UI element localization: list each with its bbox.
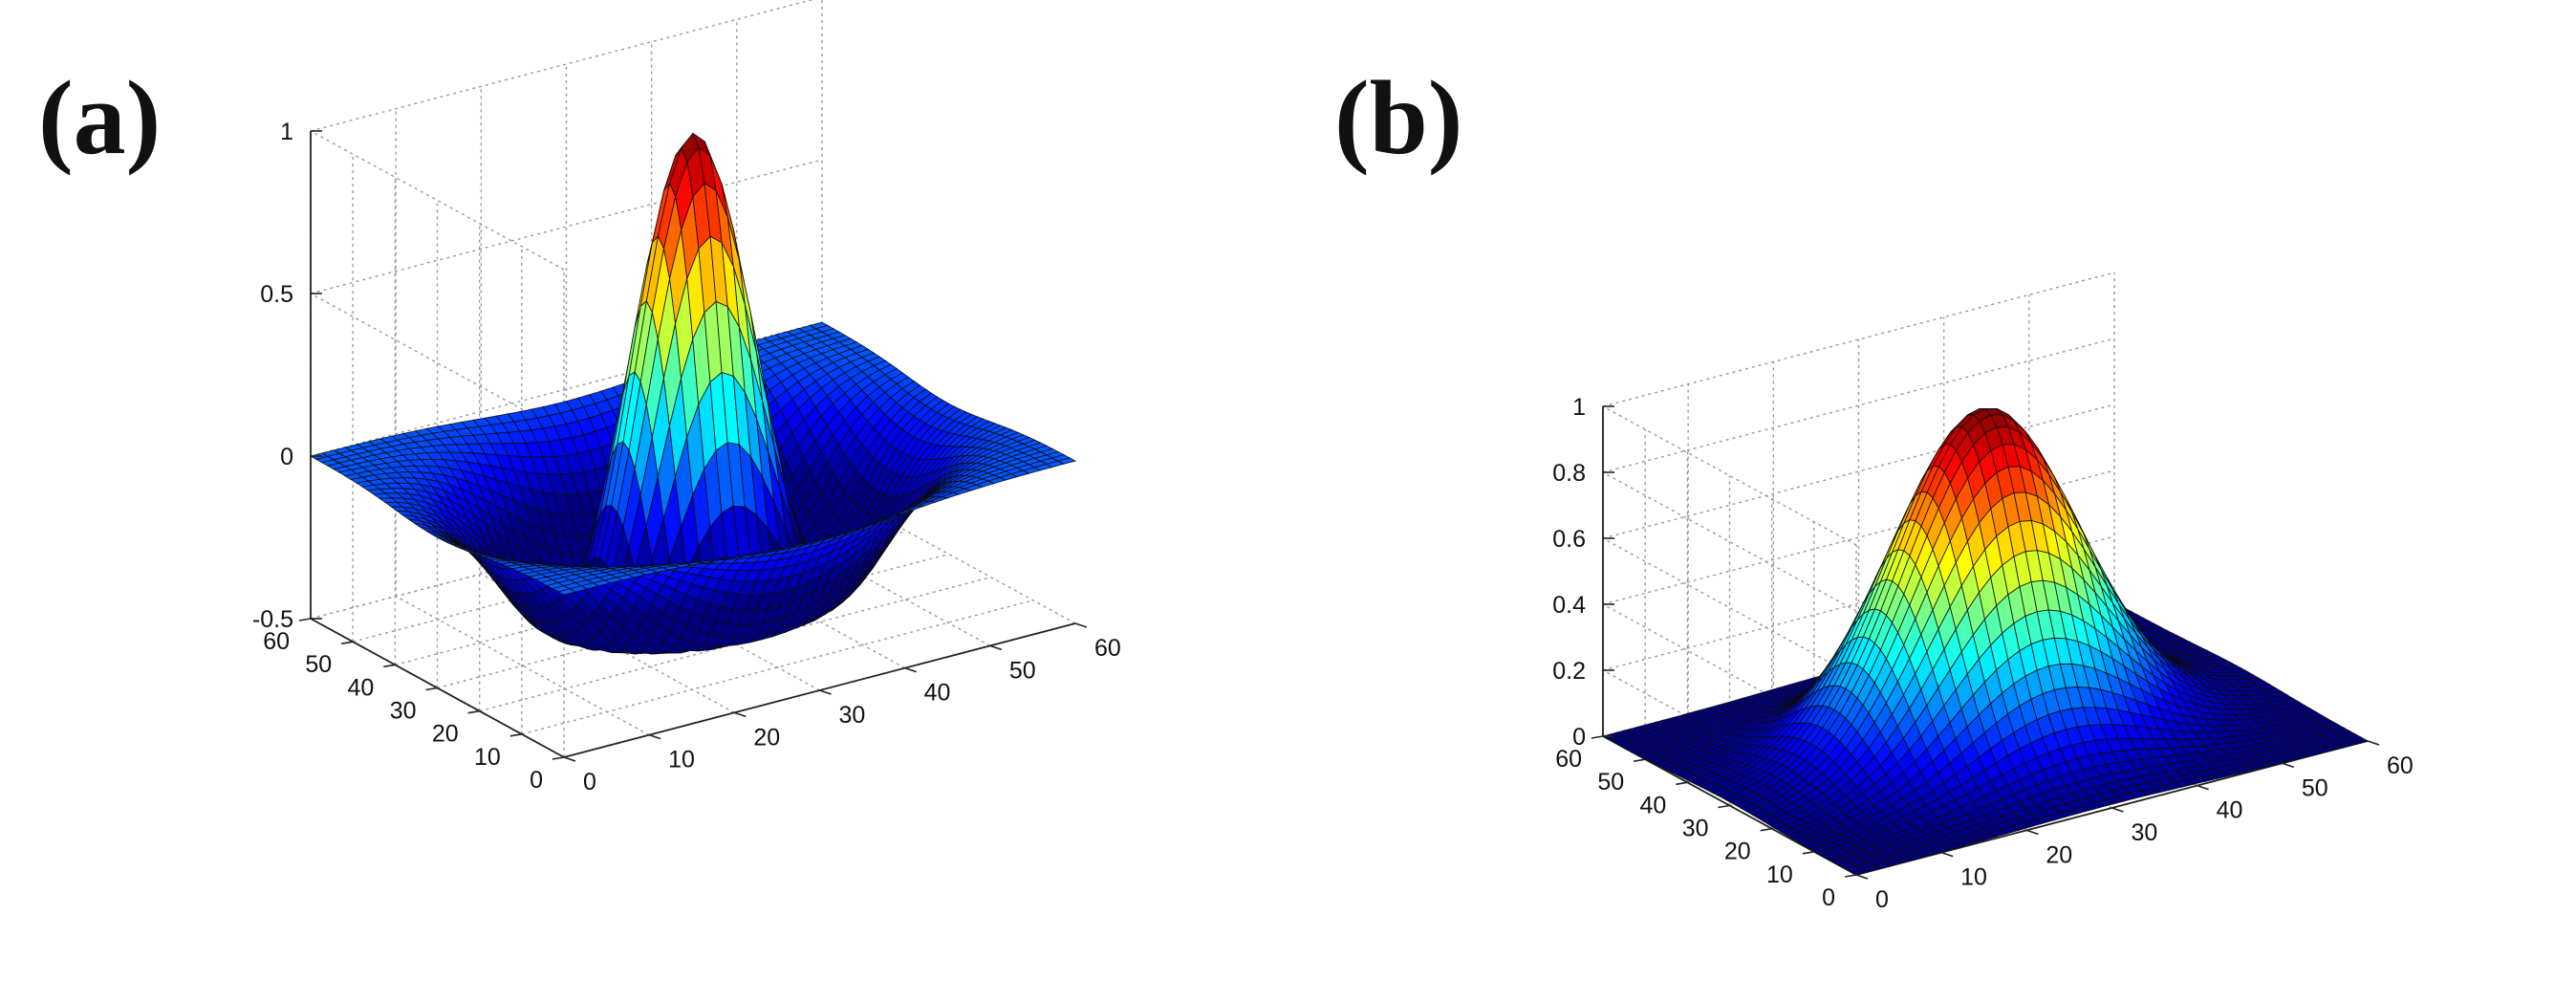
y-tick-label: 40 — [924, 680, 951, 707]
z-tick-label: -0.5 — [252, 606, 293, 633]
surface-mesh — [1601, 407, 2370, 876]
panel-b: (b) 0 10 20 30 40 50 60 0 10 20 30 40 50 60 0 0.2 0.4 0.6… — [1288, 0, 2576, 981]
z-tick-label: 0 — [1572, 724, 1586, 751]
panel-label-b: (b) — [1334, 59, 1463, 176]
y-tick-label: 0 — [1875, 886, 1889, 913]
x-tick-label: 0 — [1822, 884, 1835, 911]
panel-a: (a) 0 10 20 30 40 50 60 0 10 20 30 40 50 60 -0.5 0 0.5 1 — [38, 0, 1121, 796]
z-tick-label: 0.5 — [260, 281, 293, 308]
y-tick-label: 30 — [2132, 819, 2158, 846]
y-tick-label: 40 — [2217, 797, 2243, 824]
z-tick-label: 1 — [1572, 394, 1586, 421]
y-tick-label: 20 — [753, 724, 780, 751]
y-tick-label: 30 — [839, 702, 866, 729]
z-tick-label: 1 — [280, 119, 293, 145]
x-tick-label: 50 — [305, 651, 332, 678]
z-tick-label: 0.6 — [1552, 526, 1586, 553]
z-tick-label: 0 — [280, 444, 293, 470]
y-tick-label: 0 — [583, 769, 596, 796]
x-tick-label: 40 — [348, 674, 375, 701]
panel-label-a: (a) — [38, 59, 162, 176]
surface-mesh — [309, 132, 1077, 655]
y-tick-label: 60 — [2387, 752, 2414, 779]
x-tick-label: 10 — [1766, 861, 1793, 888]
x-tick-label: 20 — [1724, 839, 1751, 865]
x-tick-label: 30 — [390, 698, 417, 725]
y-tick-label: 20 — [2046, 841, 2072, 868]
y-tick-label: 10 — [668, 747, 695, 774]
x-tick-label: 20 — [432, 721, 459, 748]
x-tick-label: 50 — [1597, 769, 1624, 796]
z-tick-label: 0.4 — [1552, 592, 1586, 619]
x-tick-label: 30 — [1682, 816, 1709, 842]
x-tick-label: 60 — [263, 628, 290, 655]
y-tick-label: 10 — [1960, 864, 1987, 891]
y-tick-label: 50 — [1009, 657, 1036, 684]
x-tick-label: 40 — [1640, 792, 1667, 818]
x-tick-label: 0 — [530, 767, 543, 794]
y-tick-label: 60 — [1094, 635, 1121, 662]
x-tick-label: 10 — [474, 744, 501, 771]
z-tick-label: 0.8 — [1552, 460, 1586, 487]
x-tick-label: 60 — [1555, 746, 1582, 773]
y-tick-label: 50 — [2302, 774, 2328, 801]
z-tick-label: 0.2 — [1552, 658, 1586, 685]
